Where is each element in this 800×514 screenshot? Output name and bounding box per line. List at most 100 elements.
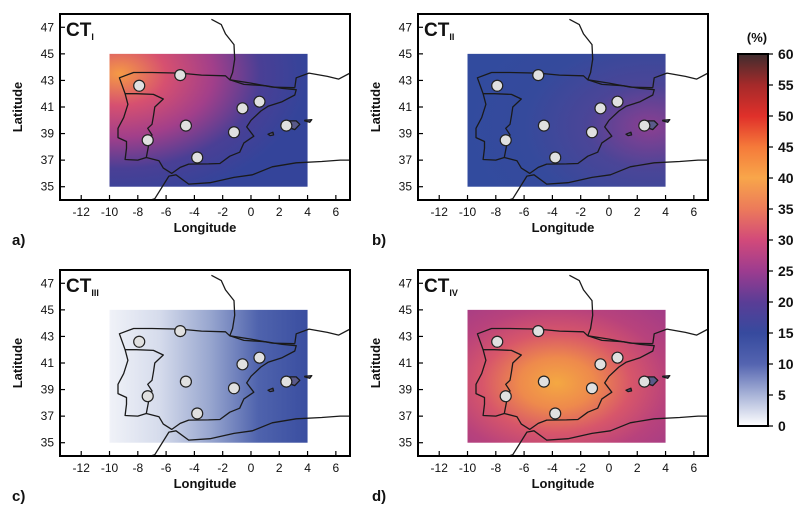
y-tick-label: 47 xyxy=(399,276,413,290)
france-med-coastline xyxy=(294,328,350,344)
y-tick-label: 35 xyxy=(399,180,413,194)
colorbar-tick-label: 35 xyxy=(778,201,794,217)
y-tick-label: 45 xyxy=(399,303,413,317)
y-tick-label: 47 xyxy=(399,20,413,34)
colorbar-tick-label: 15 xyxy=(778,325,794,341)
x-tick-label: 6 xyxy=(333,205,340,219)
station-marker xyxy=(141,134,154,147)
x-tick-label: 0 xyxy=(248,205,255,219)
x-tick-label: -2 xyxy=(217,205,228,219)
y-tick-label: 39 xyxy=(399,127,413,141)
y-tick-label: 37 xyxy=(399,153,413,167)
africa-coastline xyxy=(148,415,350,456)
station-marker xyxy=(537,375,551,388)
panel-letter: a) xyxy=(12,232,25,249)
y-tick-label: 37 xyxy=(399,409,413,423)
colorbar-tick-label: 30 xyxy=(778,232,794,248)
station-marker xyxy=(133,335,146,348)
france-med-coastline xyxy=(652,72,708,88)
balearic-island xyxy=(267,131,275,137)
africa-coastline xyxy=(148,159,350,200)
x-tick-label: 6 xyxy=(691,461,698,475)
y-tick-label: 39 xyxy=(41,383,55,397)
x-tick-label: -10 xyxy=(459,205,477,219)
panel-title-subscript: IV xyxy=(449,288,458,298)
africa-coastline xyxy=(506,415,708,456)
x-tick-label: 4 xyxy=(662,461,669,475)
y-tick-label: 45 xyxy=(41,47,55,61)
map-panel-d: 47 45 43 41 39 37 35 -12 -10 -8 -6 -4 -2 0 2 4 6 Longitud… xyxy=(368,269,709,505)
y-axis-label: Latitude xyxy=(10,338,25,389)
balearic-island xyxy=(662,118,671,123)
colorbar-tick-label: 5 xyxy=(778,387,786,403)
y-tick-label: 35 xyxy=(399,436,413,450)
africa-coastline xyxy=(506,159,708,200)
x-tick-label: 2 xyxy=(634,461,641,475)
station-marker xyxy=(236,102,249,115)
colorbar-tick-label: 60 xyxy=(778,46,794,62)
station-marker xyxy=(594,102,607,115)
y-axis-label: Latitude xyxy=(368,82,383,133)
x-tick-label: -12 xyxy=(73,461,91,475)
x-tick-label: -4 xyxy=(189,461,200,475)
x-tick-label: -8 xyxy=(490,205,501,219)
colorbar-tick-label: 10 xyxy=(778,356,794,372)
y-tick-label: 47 xyxy=(41,276,55,290)
station-marker xyxy=(174,69,187,82)
panel-title-main: CT xyxy=(424,20,450,41)
x-tick-label: 6 xyxy=(333,461,340,475)
station-marker xyxy=(191,407,204,420)
france-coastline xyxy=(569,274,594,337)
x-tick-label: -2 xyxy=(575,461,586,475)
panel-title-subscript: II xyxy=(449,32,454,42)
x-tick-label: -4 xyxy=(547,461,558,475)
x-tick-label: -6 xyxy=(519,461,530,475)
x-tick-label: 4 xyxy=(662,205,669,219)
y-axis-label: Latitude xyxy=(368,338,383,389)
y-tick-label: 37 xyxy=(41,153,55,167)
x-axis-label: Longitude xyxy=(174,220,237,235)
balearic-island xyxy=(662,374,671,379)
x-tick-label: -8 xyxy=(132,461,143,475)
colorbar-unit: (%) xyxy=(747,30,767,45)
x-tick-label: -4 xyxy=(547,205,558,219)
y-tick-label: 43 xyxy=(399,73,413,87)
balearic-island xyxy=(267,387,275,393)
y-tick-label: 35 xyxy=(41,180,55,194)
iberia-coastline xyxy=(117,71,297,175)
y-tick-label: 43 xyxy=(41,73,55,87)
x-tick-label: 0 xyxy=(606,205,613,219)
x-tick-label: -6 xyxy=(161,461,172,475)
y-tick-label: 41 xyxy=(399,100,413,114)
panel-title-main: CT xyxy=(66,20,92,41)
colorbar-tick-label: 25 xyxy=(778,263,794,279)
x-axis-label: Longitude xyxy=(532,220,595,235)
x-tick-label: 0 xyxy=(248,461,255,475)
colorbar-tick-label: 0 xyxy=(778,418,786,434)
x-axis-label: Longitude xyxy=(532,476,595,491)
map-panel-a: 47 45 43 41 39 37 35 -12 -10 -8 -6 -4 -2 0 2 4 6 Longitud… xyxy=(10,13,351,249)
balearic-island xyxy=(304,374,313,379)
france-med-coastline xyxy=(294,72,350,88)
balearic-island xyxy=(304,118,313,123)
iberia-coastline xyxy=(117,327,297,431)
panel-title-subscript: III xyxy=(91,288,99,298)
y-tick-label: 39 xyxy=(399,383,413,397)
station-marker xyxy=(179,119,193,132)
x-tick-label: -8 xyxy=(490,461,501,475)
panel-letter: b) xyxy=(372,232,386,249)
station-marker xyxy=(585,126,599,139)
panel-title: CTIV xyxy=(424,276,458,298)
x-tick-label: -10 xyxy=(459,461,477,475)
station-marker xyxy=(549,151,562,164)
station-marker xyxy=(227,126,241,139)
station-marker xyxy=(491,79,504,92)
iberia-coastline xyxy=(475,71,655,175)
france-coastline xyxy=(569,18,594,81)
x-tick-label: 2 xyxy=(276,205,283,219)
x-tick-label: 2 xyxy=(634,205,641,219)
station-marker xyxy=(280,375,293,388)
colorbar-tick-label: 50 xyxy=(778,108,794,124)
station-marker xyxy=(499,390,512,403)
y-tick-label: 43 xyxy=(399,329,413,343)
